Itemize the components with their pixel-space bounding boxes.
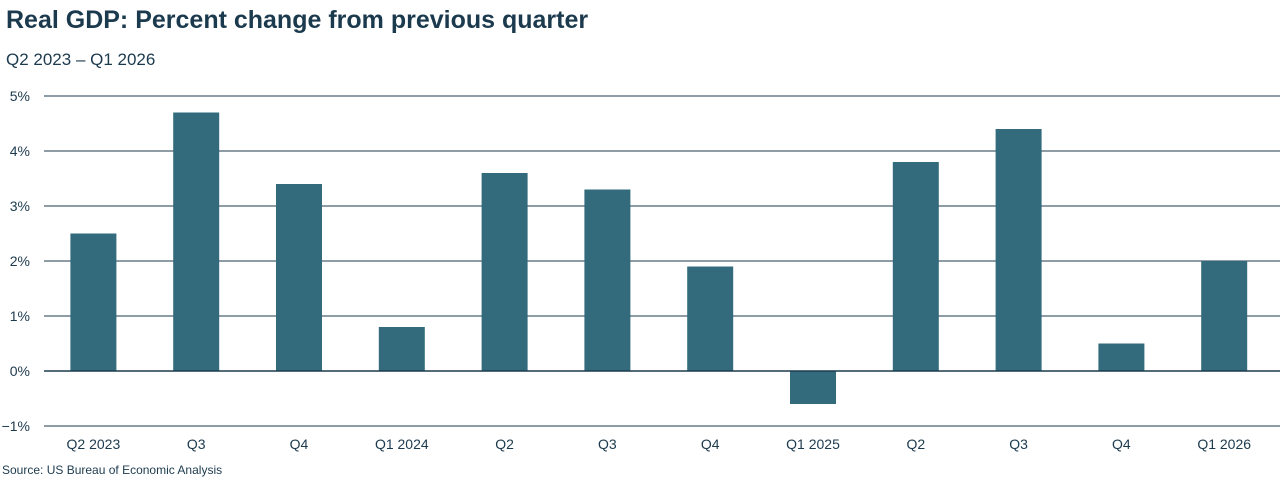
y-axis-labels: 5% 4% 3% 2% 1% 0% −1%	[2, 88, 30, 434]
y-tick-label: −1%	[2, 418, 30, 434]
x-axis-labels: Q2 2023 Q3 Q4 Q1 2024 Q2 Q3 Q4 Q1 2025 Q2 Q3 Q4 Q1 …	[67, 436, 1252, 452]
bar	[70, 233, 117, 371]
bar	[687, 266, 734, 371]
x-tick-label: Q1 2025	[786, 436, 840, 452]
bar	[1098, 343, 1145, 371]
x-tick-label: Q2	[495, 436, 514, 452]
y-tick-label: 2%	[10, 253, 30, 269]
bar	[790, 371, 836, 404]
x-tick-label: Q1 2024	[375, 436, 429, 452]
bar	[995, 129, 1042, 371]
y-tick-label: 3%	[10, 198, 30, 214]
bar	[584, 189, 631, 371]
x-tick-label: Q1 2026	[1197, 436, 1251, 452]
x-tick-label: Q4	[1112, 436, 1131, 452]
bar	[1201, 261, 1248, 371]
gridlines	[44, 95, 1280, 427]
x-tick-label: Q2 2023	[67, 436, 121, 452]
x-tick-label: Q4	[290, 436, 309, 452]
x-tick-label: Q2	[906, 436, 925, 452]
bar	[481, 173, 528, 371]
y-tick-label: 0%	[10, 363, 30, 379]
chart-title: Real GDP: Percent change from previous q…	[6, 6, 589, 34]
bar	[276, 184, 322, 371]
x-tick-label: Q4	[701, 436, 720, 452]
y-tick-label: 1%	[10, 308, 30, 324]
y-tick-label: 4%	[10, 143, 30, 159]
bar	[378, 327, 425, 371]
chart-subtitle: Q2 2023 – Q1 2026	[6, 50, 156, 69]
bar	[173, 112, 220, 371]
bars	[70, 112, 1248, 404]
bar	[892, 162, 939, 371]
x-tick-label: Q3	[187, 436, 206, 452]
x-tick-label: Q3	[1009, 436, 1028, 452]
y-tick-label: 5%	[10, 88, 30, 104]
x-tick-label: Q3	[598, 436, 617, 452]
source-note: Source: US Bureau of Economic Analysis	[2, 463, 223, 477]
